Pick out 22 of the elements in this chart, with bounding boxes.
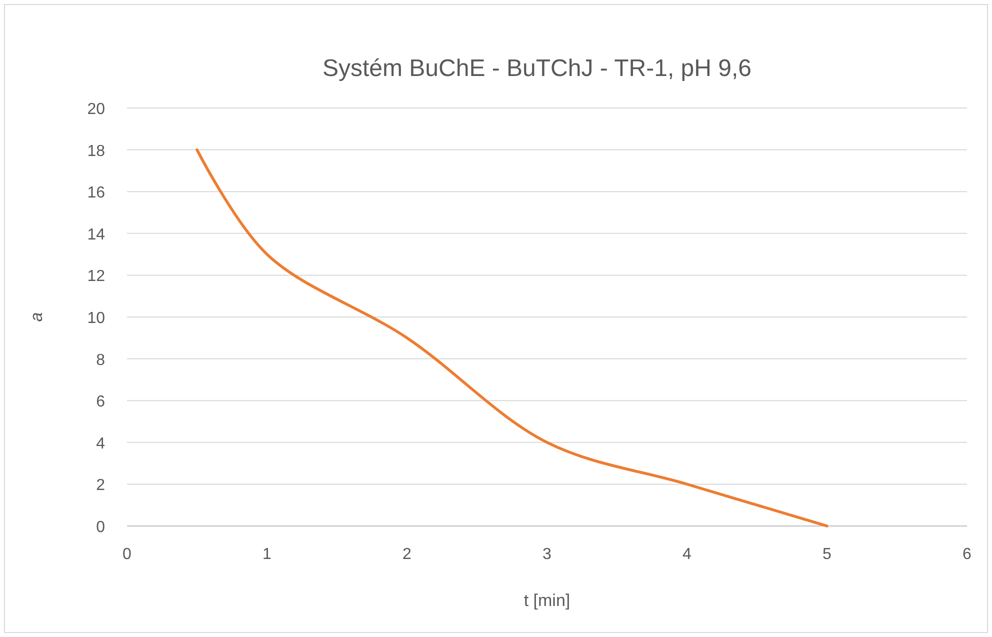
- x-tick-label: 5: [822, 546, 832, 563]
- y-tick-label: 12: [87, 268, 106, 286]
- y-tick-label: 6: [96, 394, 106, 411]
- y-tick-label: 8: [96, 352, 106, 369]
- line-series: [196, 148, 828, 528]
- x-tick-label: 2: [402, 546, 412, 563]
- chart-title: Systém BuChE - BuTChJ - TR-1, pH 9,6: [322, 55, 752, 82]
- y-tick-label: 18: [87, 142, 106, 160]
- x-tick-label: 4: [682, 546, 692, 563]
- x-tick-label: 3: [542, 546, 552, 563]
- x-tick-label: 6: [962, 546, 972, 563]
- x-tick-label: 1: [262, 546, 272, 563]
- x-tick-label: 0: [122, 546, 132, 563]
- y-tick-label: 2: [96, 477, 106, 494]
- y-tick-label: 20: [87, 101, 106, 118]
- y-tick-label: 14: [87, 226, 106, 244]
- y-axis-title: a: [27, 312, 46, 322]
- y-tick-label: 0: [96, 519, 106, 536]
- y-tick-label: 10: [87, 310, 106, 327]
- x-axis-title: t [min]: [524, 591, 570, 610]
- y-tick-label: 4: [96, 435, 106, 452]
- y-tick-label: 16: [87, 184, 106, 202]
